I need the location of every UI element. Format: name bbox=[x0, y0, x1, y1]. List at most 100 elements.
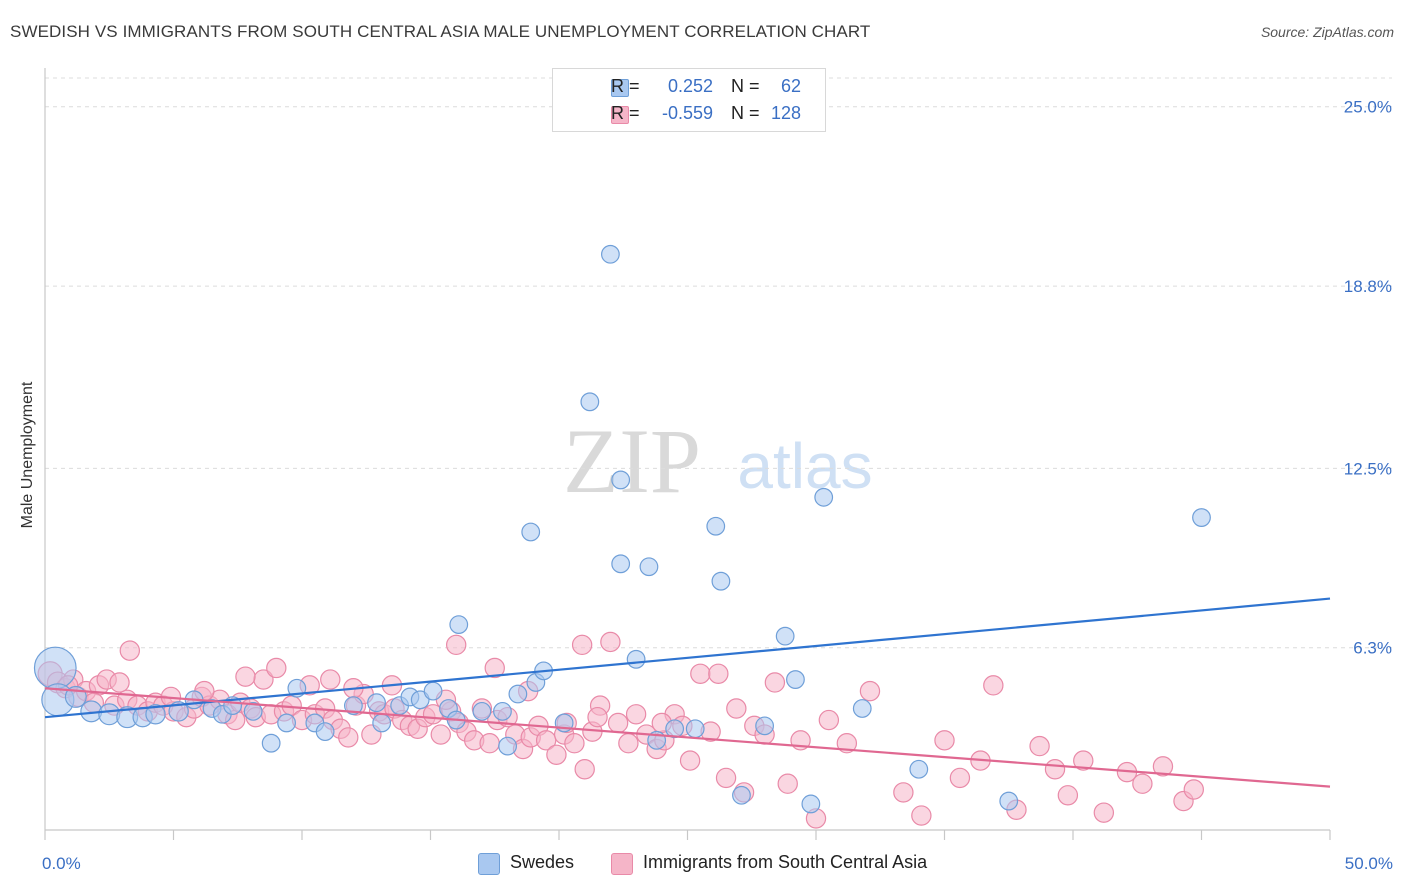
immigrants-point bbox=[119, 640, 141, 661]
swedes-point bbox=[493, 701, 512, 721]
chart-source: Source: ZipAtlas.com bbox=[1260, 24, 1394, 40]
swedes-point bbox=[665, 719, 685, 739]
immigrants-point bbox=[618, 733, 639, 754]
legend-n-value-1: 62 bbox=[780, 76, 801, 96]
swedes-point bbox=[367, 693, 386, 713]
immigrants-point bbox=[836, 733, 858, 754]
swedes-point bbox=[786, 670, 805, 689]
swedes-point bbox=[909, 759, 929, 779]
x-tick-label-max: 50.0% bbox=[1345, 854, 1393, 873]
swedes-point bbox=[639, 557, 659, 577]
immigrants-point bbox=[1029, 735, 1050, 757]
immigrants-point bbox=[911, 805, 932, 826]
swedes-point bbox=[999, 791, 1019, 811]
swedes-point bbox=[601, 244, 620, 264]
immigrants-point bbox=[571, 634, 593, 656]
swedes-point bbox=[449, 615, 469, 634]
swedes-point bbox=[1192, 508, 1211, 527]
immigrants-point bbox=[430, 724, 451, 745]
watermark-zip: ZIP bbox=[563, 410, 701, 512]
watermark: ZIP atlas bbox=[563, 410, 873, 512]
legend-n-value-2: 128 bbox=[770, 103, 801, 123]
legend-swatch-pink bbox=[611, 106, 629, 124]
swedes-point bbox=[168, 701, 189, 722]
swedes-point bbox=[814, 487, 834, 507]
immigrants-point bbox=[708, 663, 729, 684]
immigrants-point bbox=[607, 712, 629, 734]
immigrants-point bbox=[587, 706, 608, 728]
trend-lines bbox=[44, 597, 1331, 788]
immigrants-trend-line bbox=[44, 687, 1331, 788]
swedes-point bbox=[33, 646, 77, 690]
immigrants-point bbox=[484, 657, 505, 679]
immigrants-point bbox=[777, 773, 798, 794]
immigrants-point bbox=[1044, 759, 1066, 780]
immigrants-point bbox=[625, 704, 647, 725]
swedes-point bbox=[261, 733, 281, 753]
swedes-point bbox=[508, 684, 528, 704]
legend-r-value-2: -0.559 bbox=[661, 103, 713, 123]
swedes-point bbox=[685, 719, 705, 739]
immigrants-point bbox=[679, 750, 701, 771]
immigrants-point bbox=[1073, 750, 1094, 771]
swedes-point bbox=[775, 626, 795, 646]
swedes-point bbox=[732, 785, 751, 805]
tick-labels: 6.3% 12.5% 18.8% 25.0% 0.0% 50.0% bbox=[42, 98, 1393, 873]
immigrants-point bbox=[690, 663, 711, 684]
gridlines bbox=[45, 77, 1392, 649]
swedes-point bbox=[611, 554, 631, 574]
immigrants-point bbox=[338, 727, 359, 748]
swedes-point bbox=[611, 470, 631, 490]
immigrants-point bbox=[564, 733, 585, 754]
swedes-trend-line bbox=[44, 597, 1331, 719]
swedes-point bbox=[423, 681, 443, 701]
immigrants-point bbox=[859, 680, 881, 702]
swedes-point bbox=[315, 722, 335, 742]
swedes-point bbox=[498, 736, 518, 756]
swedes-point bbox=[801, 794, 821, 814]
swedes-point bbox=[410, 690, 430, 710]
bottom-legend-immigrants: Immigrants from South Central Asia bbox=[643, 852, 928, 872]
legend-swatch-blue bbox=[611, 79, 629, 97]
immigrants-point bbox=[235, 666, 256, 687]
swedes-point bbox=[521, 522, 541, 542]
legend-r-label-2: R = bbox=[611, 103, 640, 123]
immigrants-point bbox=[934, 730, 955, 751]
swedes-point bbox=[626, 649, 646, 669]
immigrants-point bbox=[109, 672, 130, 693]
swedes-point bbox=[580, 392, 600, 412]
legend-n-label-2: N = bbox=[731, 103, 760, 123]
swedes-point bbox=[98, 703, 121, 726]
immigrants-point bbox=[1183, 779, 1204, 800]
bottom-legend-swatch-swedes bbox=[478, 853, 500, 875]
immigrants-point bbox=[446, 634, 467, 656]
immigrants-point bbox=[726, 698, 747, 719]
immigrants-point bbox=[600, 631, 621, 653]
swedes-point bbox=[277, 713, 296, 733]
legend-r-label-1: R = bbox=[611, 76, 640, 96]
swedes-point bbox=[755, 716, 774, 736]
y-tick-label: 18.8% bbox=[1344, 277, 1392, 296]
immigrants-point bbox=[818, 709, 840, 731]
swedes-point bbox=[706, 516, 726, 536]
swedes-point bbox=[243, 701, 263, 721]
x-tick-label-min: 0.0% bbox=[42, 854, 81, 873]
y-tick-label: 25.0% bbox=[1344, 98, 1392, 117]
immigrants-point bbox=[764, 672, 786, 693]
immigrants-point bbox=[320, 669, 341, 690]
immigrants-point bbox=[479, 733, 500, 754]
legend: R = 0.252 N = 62 R = -0.559 N = 128 bbox=[552, 68, 826, 132]
swedes-point bbox=[344, 696, 363, 715]
data-points bbox=[33, 244, 1211, 829]
chart-title: SWEDISH VS IMMIGRANTS FROM SOUTH CENTRAL… bbox=[10, 22, 871, 41]
watermark-atlas: atlas bbox=[737, 430, 872, 502]
swedes-point bbox=[711, 571, 731, 591]
y-tick-label: 12.5% bbox=[1344, 459, 1392, 478]
immigrants-point bbox=[1132, 773, 1153, 794]
immigrants-point bbox=[949, 767, 971, 789]
immigrants-point bbox=[546, 744, 567, 765]
swedes-point bbox=[852, 699, 872, 718]
immigrants-point bbox=[266, 657, 287, 679]
immigrants-point bbox=[715, 767, 737, 789]
immigrants-point bbox=[1093, 802, 1115, 823]
